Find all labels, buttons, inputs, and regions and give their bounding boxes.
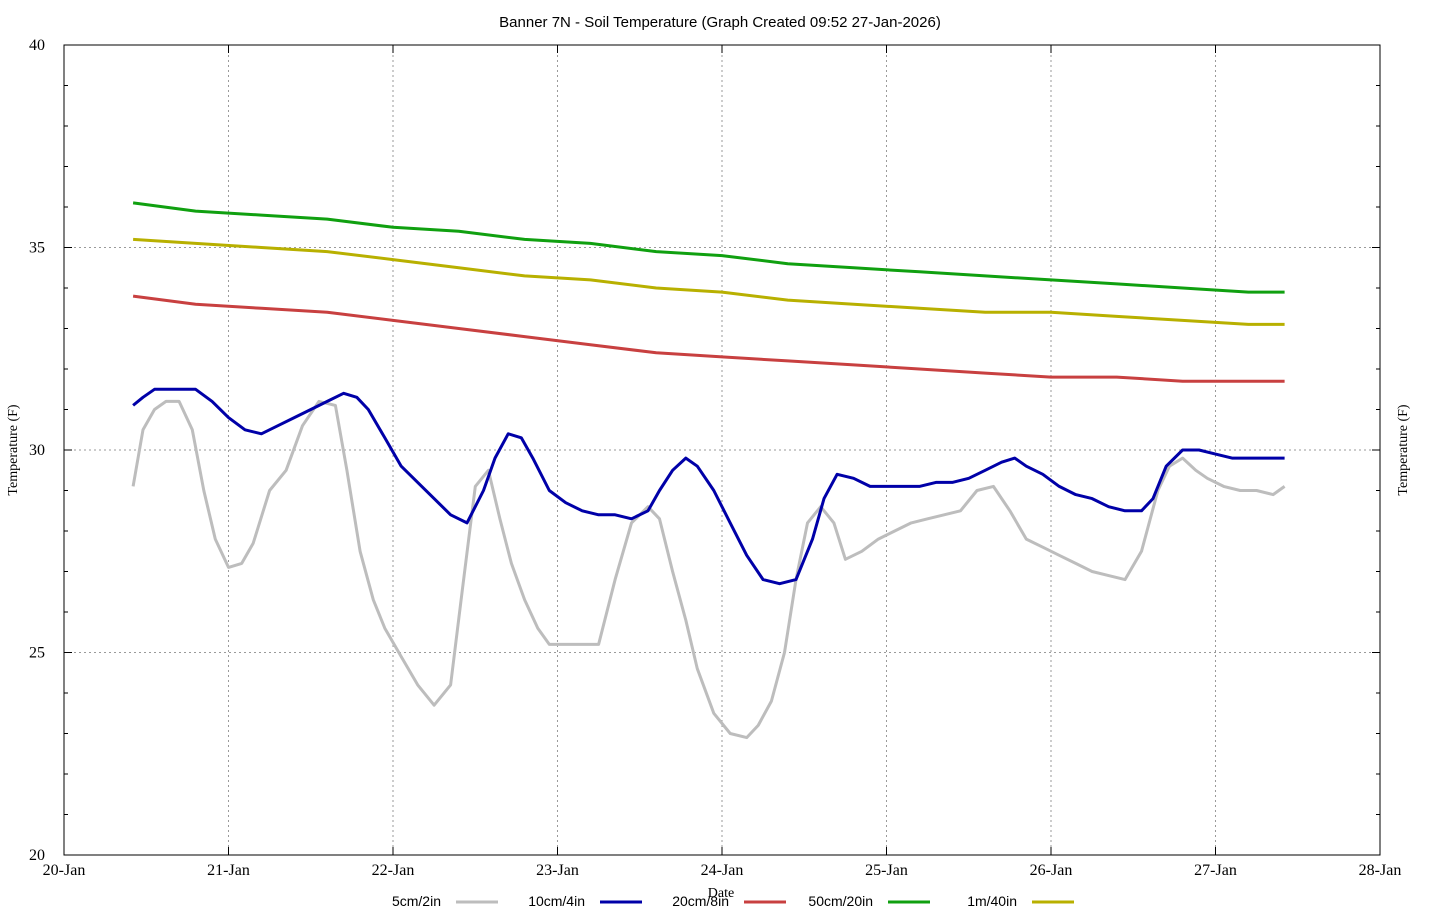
x-axis-label: Date <box>708 886 734 901</box>
x-tick-label: 28-Jan <box>1359 862 1402 879</box>
y-tick-label: 20 <box>29 847 45 864</box>
y-tick-label: 25 <box>29 645 45 662</box>
legend-label: 10cm/4in <box>528 893 585 909</box>
x-tick-label: 22-Jan <box>372 862 415 879</box>
grid-lines <box>64 45 1380 855</box>
series-line-0 <box>131 399 1286 740</box>
legend: 5cm/2in 10cm/4in 20cm/8in 50cm/20in 1m/40in <box>392 893 1074 909</box>
y-tick-label: 40 <box>29 37 45 54</box>
series-lines <box>131 201 1286 740</box>
legend-label: 1m/40in <box>967 893 1017 909</box>
chart-title: Banner 7N - Soil Temperature (Graph Crea… <box>499 14 941 31</box>
series-line-3 <box>132 201 1285 294</box>
y-axis-label-right: Temperature (F) <box>1396 404 1411 495</box>
y-tick-label: 30 <box>29 442 45 459</box>
y-axis-label: Temperature (F) <box>6 404 21 495</box>
x-tick-label: 20-Jan <box>43 862 86 879</box>
axis-ticks: 20-Jan 21-Jan 22-Jan 23-Jan 24-Jan 25-Jan 26-J… <box>29 37 1401 879</box>
legend-label: 5cm/2in <box>392 893 441 909</box>
x-tick-label: 24-Jan <box>701 862 744 879</box>
x-tick-label: 27-Jan <box>1194 862 1237 879</box>
legend-label: 20cm/8in <box>672 893 729 909</box>
series-line-1 <box>132 387 1285 586</box>
x-tick-label: 23-Jan <box>536 862 579 879</box>
y-tick-label: 35 <box>29 240 45 257</box>
legend-label: 50cm/20in <box>808 893 873 909</box>
x-tick-label: 25-Jan <box>865 862 908 879</box>
series-line-4 <box>133 237 1285 326</box>
x-tick-label: 21-Jan <box>207 862 250 879</box>
x-tick-label: 26-Jan <box>1030 862 1073 879</box>
series-line-2 <box>132 294 1285 383</box>
